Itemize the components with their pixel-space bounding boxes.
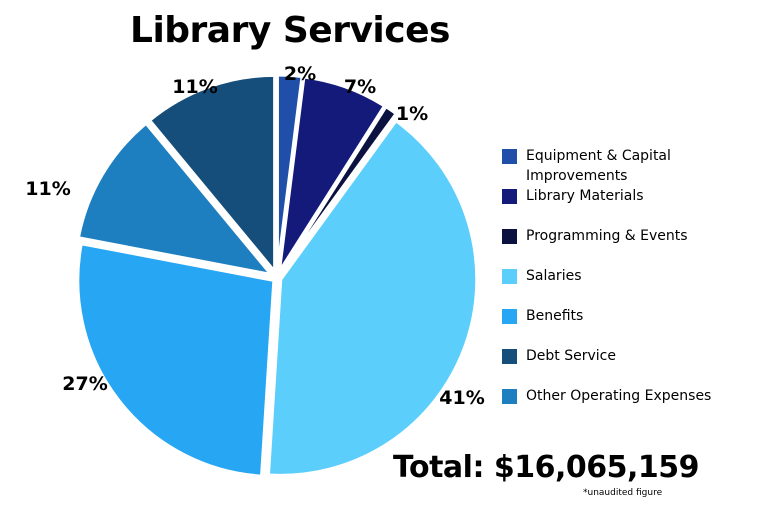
slice-label: 11% — [25, 178, 70, 200]
pie-slices — [76, 73, 479, 478]
slice-label: 2% — [284, 63, 316, 85]
legend-swatch — [502, 389, 517, 404]
unaudited-note: *unaudited figure — [583, 488, 663, 498]
slice-label: 27% — [62, 373, 107, 395]
legend-label: Other Operating Expenses — [526, 388, 712, 404]
legend-label: Salaries — [526, 268, 582, 284]
pie-slice-salaries — [266, 118, 479, 477]
pie-slice-benefits — [76, 241, 276, 478]
slice-label: 1% — [396, 103, 428, 125]
pie-slice-debt-service — [147, 73, 277, 276]
legend-label: Programming & Events — [526, 228, 688, 244]
legend-swatch — [502, 189, 517, 204]
legend: Equipment & Capital Improvements Library … — [502, 148, 752, 428]
legend-swatch — [502, 269, 517, 284]
legend-label: Library Materials — [526, 188, 644, 204]
legend-item-benefits: Benefits — [502, 308, 752, 348]
legend-swatch — [502, 149, 517, 164]
slice-label: 7% — [344, 76, 376, 98]
legend-item-salaries: Salaries — [502, 268, 752, 308]
slice-label: 11% — [172, 76, 217, 98]
legend-item-debt-service: Debt Service — [502, 348, 752, 388]
legend-swatch — [502, 349, 517, 364]
legend-item-equipment: Equipment & Capital Improvements — [502, 148, 752, 188]
pie-slice-equipment-capital-improvements — [275, 73, 304, 272]
pie-slice-programming-events — [279, 104, 399, 274]
legend-swatch — [502, 229, 517, 244]
pie-slice-other-operating-expenses — [76, 121, 275, 277]
pie-labels: 2% 7% 1% 41% 27% 11% 11% — [25, 63, 484, 409]
total-amount: Total: $16,065,159 — [393, 450, 700, 485]
slice-label: 41% — [439, 387, 484, 409]
legend-label: Debt Service — [526, 348, 616, 364]
legend-item-programming: Programming & Events — [502, 228, 752, 268]
chart-title: Library Services — [130, 10, 450, 51]
legend-swatch — [502, 309, 517, 324]
legend-item-other-operating: Other Operating Expenses — [502, 388, 752, 428]
pie-slice-library-materials — [277, 75, 387, 273]
legend-item-library-materials: Library Materials — [502, 188, 752, 228]
legend-label: Benefits — [526, 308, 584, 324]
legend-label: Equipment & Capital Improvements — [526, 148, 671, 184]
